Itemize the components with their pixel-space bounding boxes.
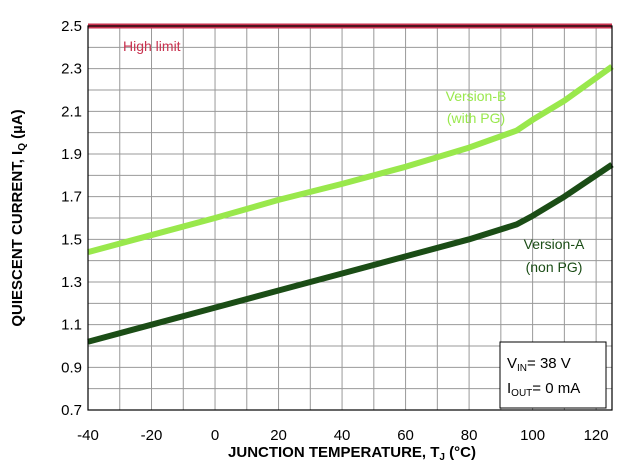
- plot-frame: [87, 25, 613, 411]
- y-tick-label: 2.5: [61, 18, 82, 35]
- y-axis-title-sub: Q: [17, 143, 28, 151]
- x-tick-label: 0: [211, 427, 219, 444]
- y-tick-label: 1.3: [61, 274, 82, 291]
- annotation-version-b-line1: Version-B: [446, 88, 507, 104]
- iout-value: = 0 mA: [532, 380, 580, 397]
- y-tick-label: 0.7: [61, 402, 82, 419]
- y-axis-title: QUIESCENT CURRENT, IQ (µA): [9, 109, 28, 326]
- y-tick-label: 1.1: [61, 317, 82, 334]
- y-tick-label: 1.7: [61, 189, 82, 206]
- y-axis-title-main: QUIESCENT CURRENT, I: [9, 151, 26, 327]
- y-tick-label: 2.1: [61, 103, 82, 120]
- y-tick-label: 2.3: [61, 61, 82, 78]
- iout-sub: OUT: [511, 388, 532, 399]
- condition-iout: IOUT= 0 mA: [507, 380, 580, 399]
- y-tick-labels: 0.7 0.9 1.1 1.3 1.5 1.7 1.9 2.1 2.3 2.5: [61, 18, 82, 419]
- iout-label: I: [507, 380, 511, 397]
- y-tick-label: 1.5: [61, 231, 82, 248]
- y-tick-label: 1.9: [61, 146, 82, 163]
- x-tick-label: 120: [584, 427, 609, 444]
- x-tick-label: 100: [520, 427, 545, 444]
- x-tick-label: 60: [397, 427, 414, 444]
- annotation-high-limit: High limit: [123, 38, 181, 54]
- x-axis-title-main: JUNCTION TEMPERATURE, T: [228, 444, 439, 461]
- series-layer: [87, 23, 614, 345]
- y-tick-label: 0.9: [61, 359, 82, 376]
- x-tick-label: 20: [270, 427, 287, 444]
- series-line-version-a-non-pg: [87, 162, 614, 345]
- x-tick-label: 40: [334, 427, 351, 444]
- y-axis-title-unit: (µA): [9, 109, 26, 143]
- x-tick-label: -20: [141, 427, 163, 444]
- annotation-version-a-line1: Version-A: [524, 236, 585, 252]
- vin-sub: IN: [517, 363, 527, 374]
- condition-vin: VIN= 38 V: [507, 355, 571, 374]
- x-axis-title: JUNCTION TEMPERATURE, TJ (°C): [228, 444, 476, 463]
- conditions-box: [499, 341, 607, 409]
- vin-value: = 38 V: [527, 355, 571, 372]
- x-axis-title-unit: (°C): [445, 444, 476, 461]
- x-tick-label: 80: [461, 427, 478, 444]
- x-tick-labels: -40 -20 0 20 40 60 80 100 120: [77, 427, 608, 444]
- annotation-version-a-line2: (non PG): [526, 259, 583, 275]
- annotation-version-b-line2: (with PG): [447, 110, 505, 126]
- series-line-version-b-with-pg: [87, 64, 614, 256]
- x-tick-label: -40: [77, 427, 99, 444]
- x-axis-title-sub: J: [439, 452, 445, 463]
- vin-label: V: [507, 355, 517, 372]
